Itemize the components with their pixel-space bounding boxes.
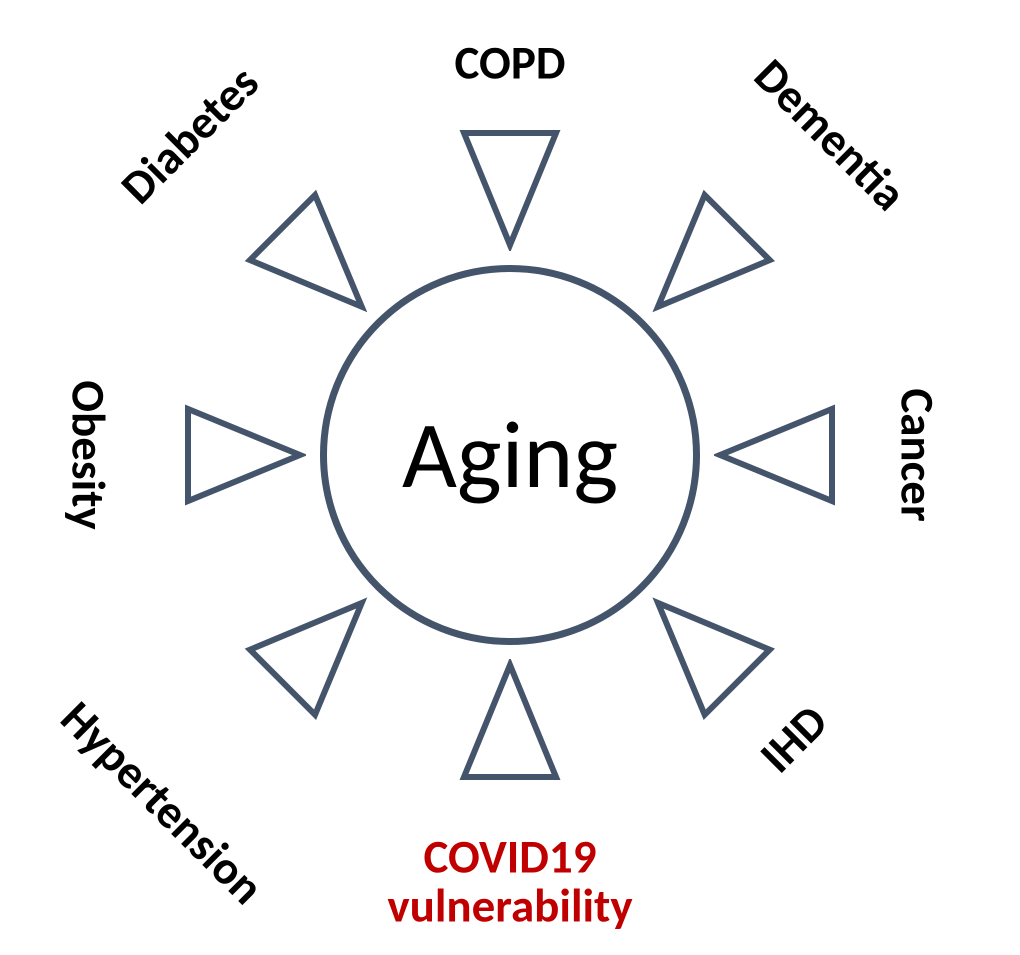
center-label: Aging bbox=[402, 397, 618, 513]
ray-label-copd: COPD bbox=[455, 38, 566, 87]
ray-triangle-icon bbox=[714, 403, 838, 507]
ray-ihd bbox=[652, 597, 776, 721]
ray-dementia bbox=[652, 189, 776, 313]
ray-label-cancer: Cancer bbox=[892, 388, 941, 521]
ray-triangle-icon bbox=[182, 403, 306, 507]
ray-triangle-icon bbox=[652, 597, 776, 721]
ray-triangle-icon bbox=[652, 189, 776, 313]
ray-covid bbox=[458, 659, 562, 783]
ray-label-obesity: Obesity bbox=[63, 380, 112, 530]
aging-sun-diagram: Aging COPDDementiaCancerIHDCOVID19vulner… bbox=[0, 0, 1020, 955]
ray-diabetes bbox=[244, 189, 368, 313]
ray-triangle-icon bbox=[244, 597, 368, 721]
ray-obesity bbox=[182, 403, 306, 507]
ray-triangle-icon bbox=[458, 659, 562, 783]
ray-label-covid: COVID19vulnerability bbox=[387, 833, 632, 932]
ray-label-hypertension: Hypertension bbox=[52, 692, 273, 913]
ray-hypertension bbox=[244, 597, 368, 721]
ray-triangle-icon bbox=[458, 127, 562, 251]
ray-cancer bbox=[714, 403, 838, 507]
center-circle: Aging bbox=[320, 265, 700, 645]
ray-copd bbox=[458, 127, 562, 251]
ray-triangle-icon bbox=[244, 189, 368, 313]
